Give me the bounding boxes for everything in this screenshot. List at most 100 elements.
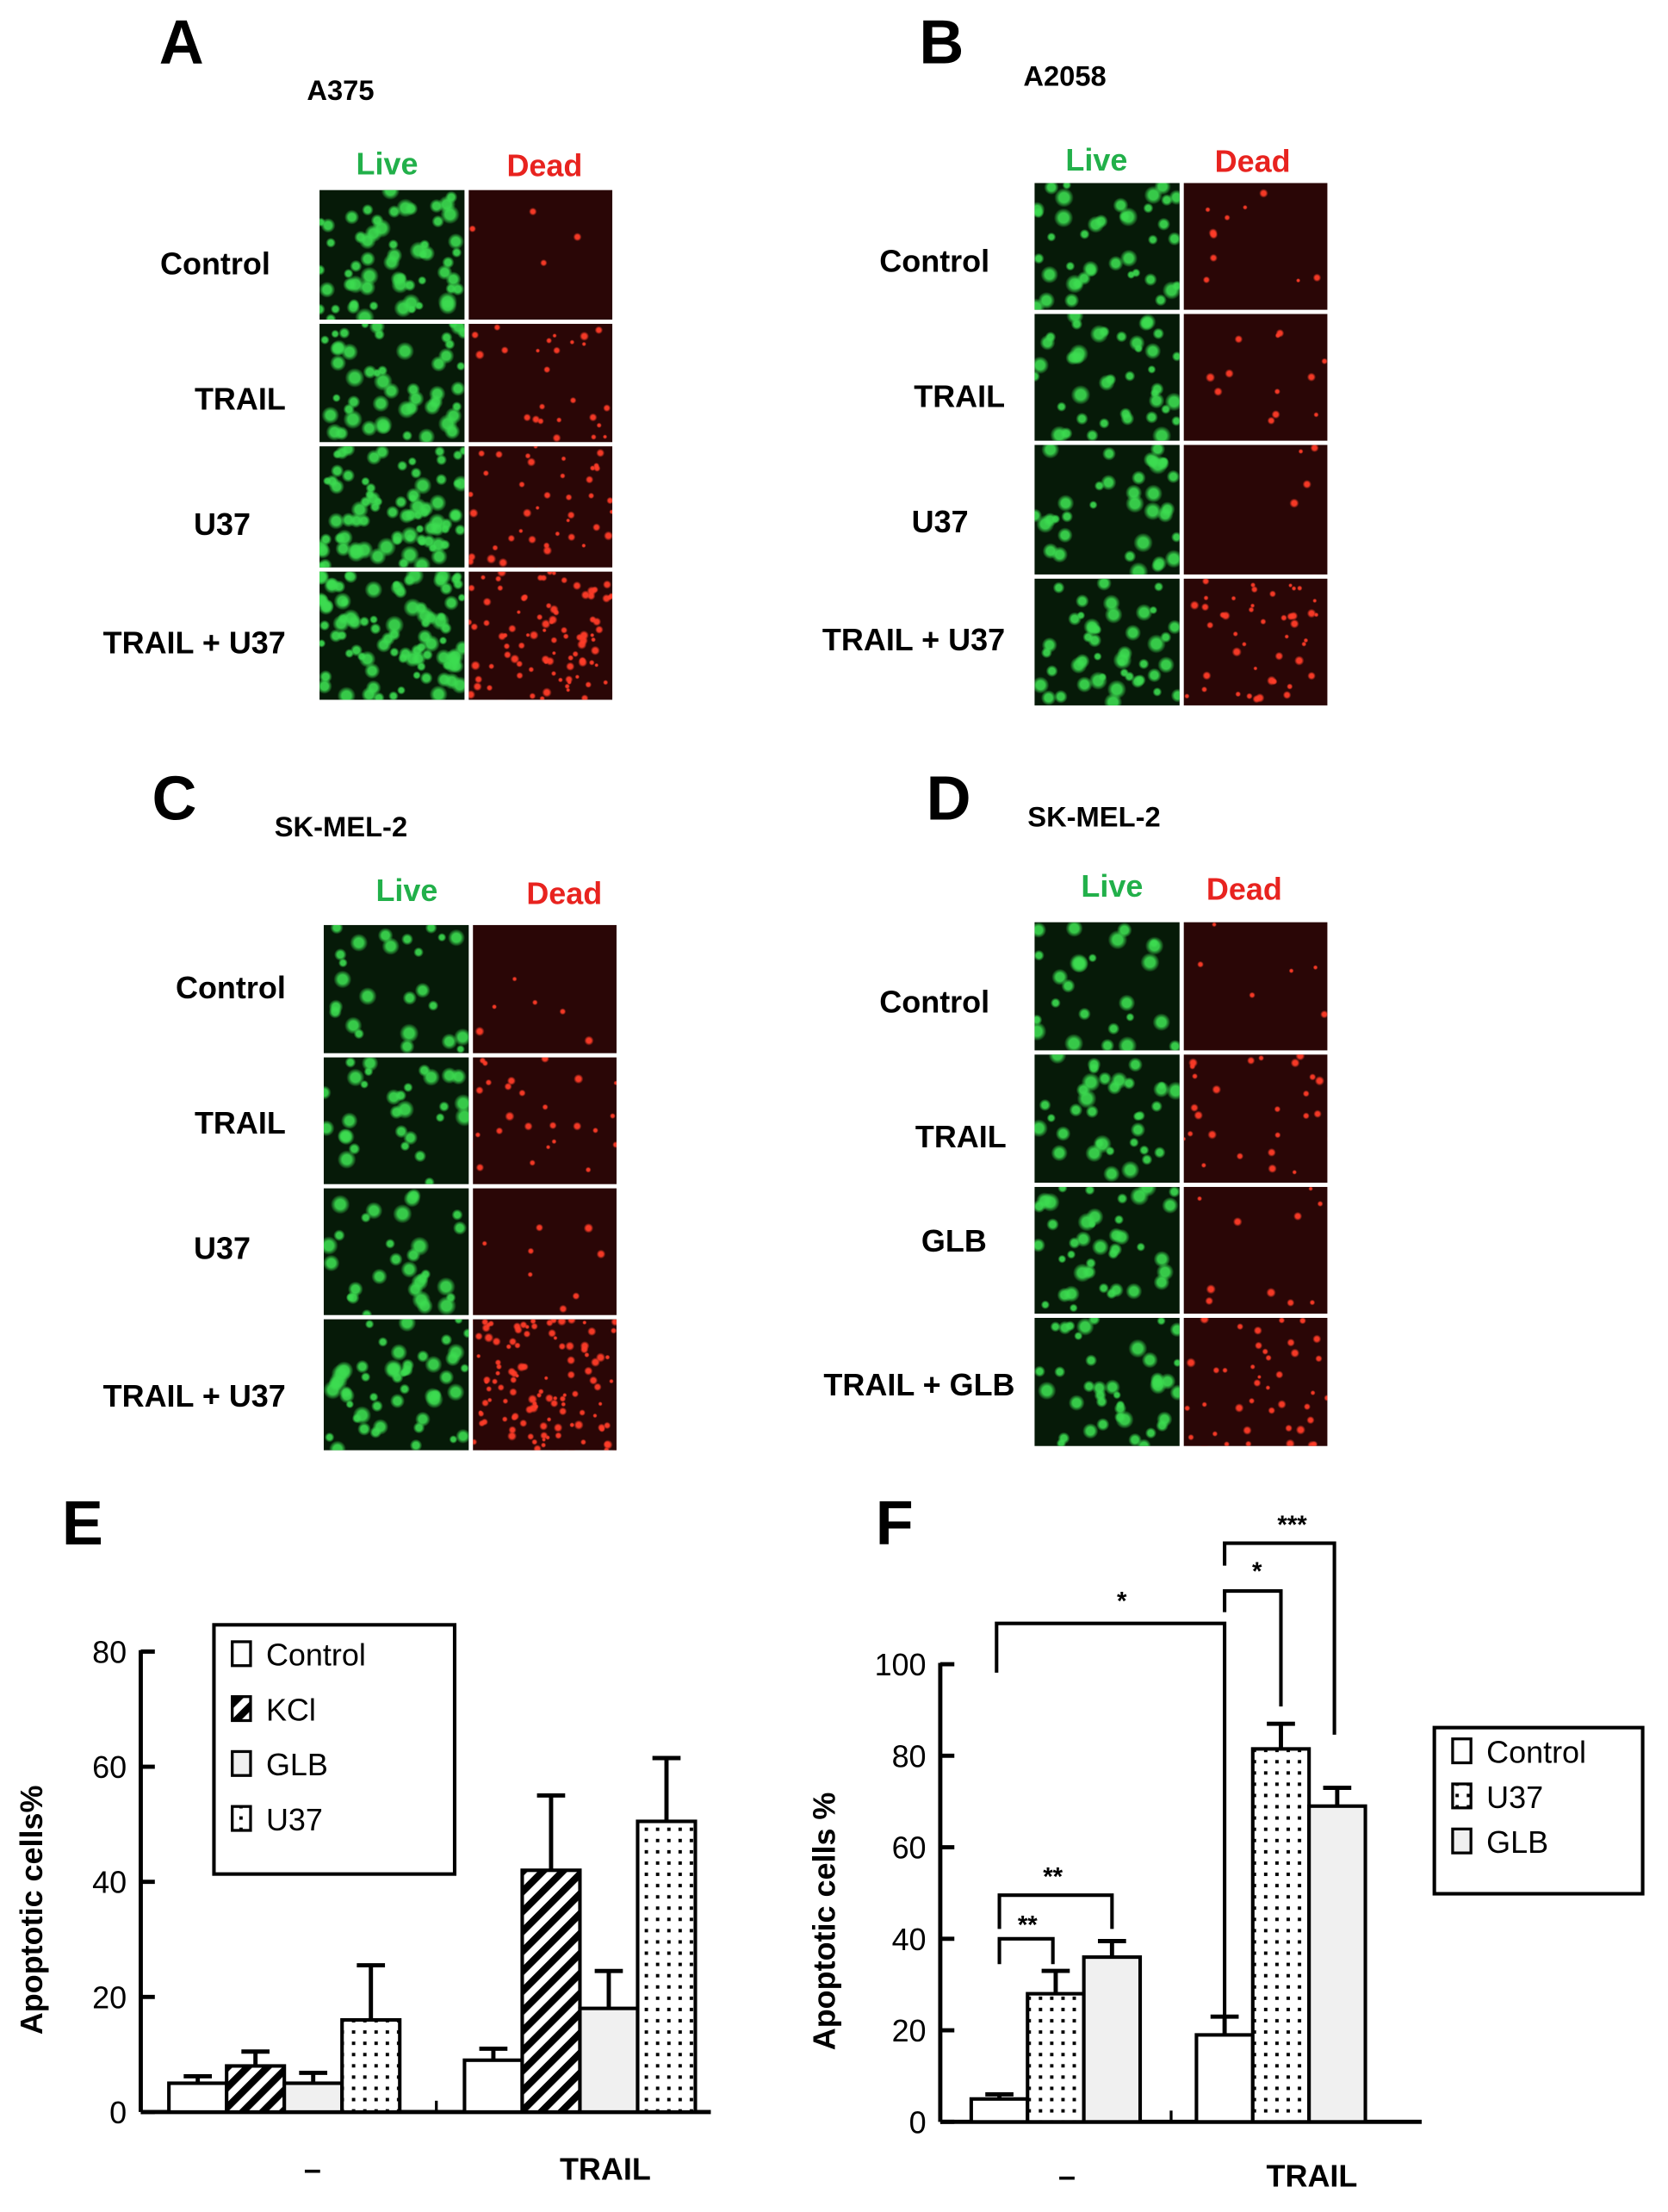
significance-label: ***: [1277, 1511, 1307, 1539]
live-stain-image: [323, 1057, 468, 1184]
panel-letter-d: D: [926, 764, 971, 834]
image-grid-d: [1034, 922, 1328, 1446]
legend-label: Control: [266, 1637, 366, 1673]
live-stain-image: [1034, 444, 1179, 575]
dead-stain-image: [468, 190, 613, 320]
row-label: TRAIL: [194, 381, 286, 417]
y-tick-label: 20: [892, 2013, 927, 2048]
live-stain-image: [1034, 314, 1179, 441]
significance-label: **: [1018, 1911, 1038, 1939]
bar-u37: [340, 2017, 402, 2114]
bar-glb: [1307, 1804, 1367, 2124]
dead-label-b: Dead: [1214, 143, 1291, 179]
significance-label: *: [1117, 1587, 1127, 1615]
legend-label: KCl: [266, 1692, 316, 1727]
panel-letter-e: E: [61, 1489, 103, 1559]
dead-stain-image: [468, 571, 613, 700]
y-tick-label: 40: [92, 1865, 127, 1900]
row-label: U37: [911, 504, 969, 540]
row-label: U37: [193, 506, 251, 543]
panel-letter-b: B: [919, 8, 964, 78]
legend-label: Control: [1486, 1735, 1586, 1770]
bar-glb: [282, 2081, 344, 2114]
x-category-label: –: [304, 2151, 321, 2186]
row-label: GLB: [921, 1223, 987, 1259]
panel-letter-c: C: [152, 764, 197, 834]
significance-bracket: [997, 1893, 1114, 1929]
significance-bracket: [1223, 1589, 1283, 1707]
legend-swatch-control: [231, 1640, 252, 1668]
live-stain-image: [1034, 183, 1179, 310]
live-stain-image: [323, 1188, 468, 1315]
row-label: TRAIL + U37: [102, 624, 286, 661]
legend-swatch-glb: [231, 1749, 252, 1777]
row-label: Control: [175, 970, 286, 1006]
live-label-c: Live: [375, 873, 438, 909]
live-label-d: Live: [1081, 868, 1144, 904]
live-stain-image: [319, 323, 464, 443]
y-axis-label: Apoptotic cells%: [14, 1785, 49, 2035]
legend-label: GLB: [1486, 1824, 1548, 1860]
dead-label-c: Dead: [526, 875, 603, 911]
dead-stain-image: [1182, 578, 1328, 705]
row-label: Control: [160, 246, 270, 282]
live-stain-image: [1034, 1317, 1179, 1446]
panel-letter-f: F: [875, 1489, 914, 1559]
legend-swatch-kcl: [231, 1695, 252, 1723]
image-grid-a: [319, 190, 613, 700]
y-tick-label: 80: [92, 1634, 127, 1669]
significance-bracket: [997, 1936, 1055, 1965]
legend-swatch-u37: [1451, 1782, 1473, 1810]
x-category-label: TRAIL: [560, 2151, 651, 2186]
cell-line-a: A375: [307, 76, 375, 108]
live-stain-image: [323, 924, 468, 1053]
bar-glb: [578, 2006, 640, 2114]
dead-stain-image: [1182, 1054, 1328, 1184]
live-stain-image: [1034, 922, 1179, 1051]
row-label: U37: [193, 1230, 251, 1266]
dead-stain-image: [1182, 183, 1328, 310]
live-label-a: Live: [356, 146, 419, 182]
image-grid-c: [323, 924, 617, 1451]
bar-u37: [1250, 1747, 1311, 2124]
bar-control: [969, 2097, 1030, 2124]
dead-stain-image: [1182, 444, 1328, 575]
bar-control: [462, 2058, 524, 2114]
dead-stain-image: [1182, 1186, 1328, 1314]
row-label: TRAIL: [194, 1105, 286, 1141]
dead-stain-image: [468, 323, 613, 443]
panel-letter-a: A: [158, 8, 204, 78]
live-stain-image: [323, 1319, 468, 1451]
dead-label-d: Dead: [1206, 871, 1282, 907]
live-stain-image: [1034, 578, 1179, 705]
x-category-label: TRAIL: [1267, 2159, 1358, 2194]
row-label: Control: [879, 984, 990, 1020]
bar-control: [1194, 2033, 1255, 2124]
live-stain-image: [319, 446, 464, 568]
y-tick-label: 0: [109, 2095, 127, 2130]
legend-swatch-glb: [1451, 1827, 1473, 1855]
y-tick-label: 60: [92, 1749, 127, 1785]
dead-stain-image: [468, 446, 613, 568]
legend-swatch-control: [1451, 1737, 1473, 1765]
dead-label-a: Dead: [506, 147, 583, 183]
bar-glb: [1082, 1955, 1143, 2124]
live-label-b: Live: [1065, 142, 1128, 177]
row-label: TRAIL: [915, 1119, 1007, 1155]
legend-box: [212, 1623, 457, 1876]
y-tick-label: 40: [892, 1922, 927, 1957]
live-stain-image: [1034, 1186, 1179, 1314]
bar-kcl: [225, 2064, 287, 2114]
dead-stain-image: [472, 1188, 617, 1315]
significance-label: *: [1252, 1557, 1262, 1586]
y-tick-label: 20: [92, 1979, 127, 2015]
legend-label: GLB: [266, 1747, 328, 1782]
row-label: Control: [879, 243, 990, 279]
significance-bracket: [995, 1621, 1227, 2028]
dead-stain-image: [1182, 1317, 1328, 1446]
dead-stain-image: [1182, 922, 1328, 1051]
y-tick-label: 60: [892, 1830, 927, 1866]
bar-u37: [636, 1819, 698, 2114]
x-category-label: –: [1058, 2159, 1076, 2194]
